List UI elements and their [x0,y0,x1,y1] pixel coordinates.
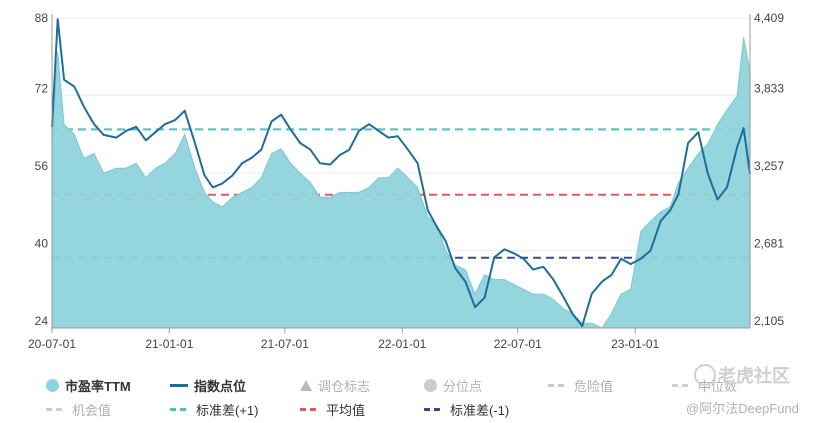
watermark-author: @阿尔法DeepFund [686,401,799,416]
y-left-tick-label: 40 [35,237,49,251]
series-marks [51,18,751,329]
x-tick-label: 23-01-01 [611,337,659,351]
index-level-line [51,18,751,327]
x-tick-label: 22-07-01 [494,337,542,351]
watermark-site: 老虎社区 [718,366,790,386]
y-right-tick-label: 2,105 [754,314,784,328]
pe-ttm-area [51,37,751,329]
x-tick-label: 21-01-01 [145,337,193,351]
y-left-tick-label: 88 [35,11,49,25]
axes: 24 40 56 72 88 2,105 2,681 3,257 3,833 4,409 20-07… [28,11,784,351]
y-right-tick-label: 3,833 [754,82,784,96]
y-left-tick-label: 24 [35,314,49,328]
y-right-tick-label: 3,257 [754,159,784,173]
y-right-tick-label: 2,681 [754,237,784,251]
watermark-logo-icon [694,364,716,386]
y-left-tick-label: 56 [35,159,49,173]
x-tick-label: 22-01-01 [378,337,426,351]
x-tick-label: 21-07-01 [261,337,309,351]
y-left-tick-label: 72 [35,82,49,96]
y-right-tick-label: 4,409 [754,11,784,25]
x-tick-label: 20-07-01 [28,337,76,351]
